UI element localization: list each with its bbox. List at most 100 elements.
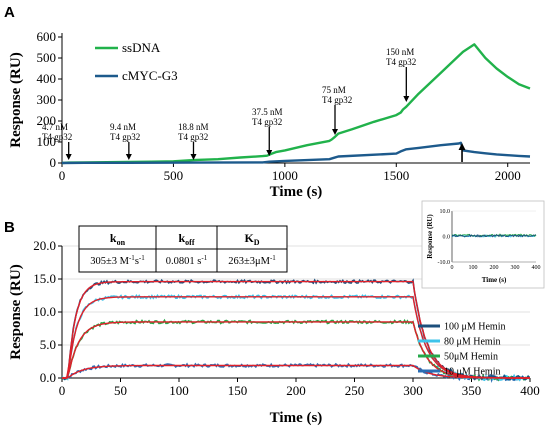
x-tick-label: 150 bbox=[228, 383, 248, 398]
inset-y-tick-label: -10.0 bbox=[438, 260, 451, 266]
x-tick-label: 1500 bbox=[383, 168, 409, 183]
table-header: koff bbox=[178, 231, 194, 247]
x-axis-title: Time (s) bbox=[270, 410, 323, 426]
x-tick-label: 0 bbox=[59, 383, 66, 398]
annotation-protein: T4 gp32 bbox=[178, 132, 208, 142]
table-header-sub: D bbox=[254, 238, 260, 247]
y-tick-label: 10.0 bbox=[33, 304, 56, 319]
x-tick-label: 50 bbox=[114, 383, 127, 398]
annotation-arrow-head bbox=[65, 154, 72, 160]
legend-label: cMYC-G3 bbox=[122, 68, 178, 83]
table-value-sup: -1 bbox=[201, 254, 207, 262]
x-tick-label: 250 bbox=[345, 383, 365, 398]
inset-frame bbox=[421, 200, 545, 289]
table-value-sup: -1 bbox=[270, 254, 276, 262]
legend-label: 80 μM Hemin bbox=[444, 337, 500, 348]
x-tick-label: 1000 bbox=[272, 168, 298, 183]
fit-curve bbox=[62, 364, 530, 379]
y-tick-label: 0.0 bbox=[40, 370, 56, 385]
table-header-main: K bbox=[244, 231, 254, 245]
inset-x-title: Time (s) bbox=[482, 276, 507, 284]
x-tick-label: 200 bbox=[286, 383, 306, 398]
table-value-text: 263±3μM bbox=[228, 256, 270, 267]
panel-b-chart: 0.0 5.0 10.0 15.0 20.0 0 50 100 150 200 250 300 350 4… bbox=[8, 238, 540, 426]
inset-x-tick-label: 100 bbox=[469, 265, 478, 271]
annotation-concentration: 9.4 nM bbox=[110, 122, 136, 132]
panel-b-label: B bbox=[4, 219, 15, 236]
y-tick-label: 0 bbox=[50, 155, 57, 170]
table-value: 263±3μM-1 bbox=[228, 254, 276, 267]
x-tick-label: 350 bbox=[462, 383, 482, 398]
table-value: 0.0801 s-1 bbox=[166, 254, 208, 267]
x-tick-label: 300 bbox=[403, 383, 423, 398]
annotation-protein: T4 gp32 bbox=[386, 57, 416, 67]
panel-a-label: A bbox=[4, 4, 15, 21]
x-tick-label: 0 bbox=[59, 168, 66, 183]
legend-label: 10 μM Hemin bbox=[444, 367, 500, 378]
inset-y-title: Response (RU) bbox=[426, 214, 434, 259]
table-value: 305±3 M-1s-1 bbox=[90, 254, 145, 267]
inset-y-tick-label: 0.0 bbox=[443, 235, 451, 241]
table-header-main: k bbox=[178, 231, 185, 245]
y-tick-label: 200 bbox=[37, 113, 57, 128]
table-value-text: 0.0801 s bbox=[166, 256, 202, 267]
table-header: kon bbox=[110, 231, 126, 247]
inset-trace bbox=[451, 233, 537, 238]
annotation-concentration: 18.8 nM bbox=[178, 122, 209, 132]
legend-label: 100 μM Hemin bbox=[444, 322, 505, 333]
table-header-main: k bbox=[110, 231, 117, 245]
annotation-protein: T4 gp32 bbox=[110, 132, 140, 142]
table-header-sub: off bbox=[185, 238, 195, 247]
y-tick-label: 600 bbox=[37, 29, 57, 44]
x-axis-title: Time (s) bbox=[270, 184, 323, 200]
annotation-protein: T4 gp32 bbox=[42, 132, 72, 142]
y-tick-label: 300 bbox=[37, 92, 57, 107]
inset-chart: -10.0 0.0 10.0 0 100 200 300 400 Time (s) Respons… bbox=[421, 200, 545, 289]
table-value-sup: -1 bbox=[129, 254, 135, 262]
panel-a-chart: 0 100 200 300 400 500 600 0 500 1000 1500 2000 Time … bbox=[8, 29, 531, 200]
table-header-sub: on bbox=[117, 238, 126, 247]
inset-x-tick-label: 400 bbox=[532, 265, 541, 271]
annotation-arrow-head bbox=[190, 154, 197, 160]
annotation-arrow-head bbox=[125, 154, 132, 160]
annotation-protein: T4 gp32 bbox=[322, 95, 352, 105]
y-tick-label: 15.0 bbox=[33, 271, 56, 286]
series-line-cmyc-g3 bbox=[61, 141, 531, 165]
annotation-arrow-head bbox=[266, 150, 273, 156]
table-value-sup: -1 bbox=[139, 254, 145, 262]
inset-x-tick-label: 300 bbox=[511, 265, 520, 271]
x-tick-label: 2000 bbox=[495, 168, 521, 183]
x-tick-label: 400 bbox=[520, 383, 540, 398]
inset-x-tick-label: 0 bbox=[451, 265, 454, 271]
annotation-concentration: 150 nM bbox=[386, 47, 414, 57]
inset-x-tick-label: 200 bbox=[490, 265, 499, 271]
annotation-protein: T4 gp32 bbox=[252, 117, 282, 127]
table-header: KD bbox=[244, 231, 259, 247]
injection-end-arrow-head bbox=[458, 143, 466, 150]
inset-trace bbox=[451, 233, 537, 238]
y-axis-title: Response (RU) bbox=[8, 52, 24, 147]
table-value-text: s bbox=[135, 256, 139, 267]
fit-curve bbox=[62, 321, 530, 379]
y-tick-label: 5.0 bbox=[40, 337, 56, 352]
x-tick-label: 500 bbox=[164, 168, 184, 183]
annotation-concentration: 4.7 nM bbox=[42, 122, 68, 132]
table-value-text: 305±3 M bbox=[90, 256, 129, 267]
y-axis-title: Response (RU) bbox=[8, 264, 24, 359]
y-tick-label: 100 bbox=[37, 134, 57, 149]
annotation-concentration: 75 nM bbox=[322, 85, 346, 95]
annotation-concentration: 37.5 nM bbox=[252, 107, 283, 117]
annotation-arrow-head bbox=[332, 129, 338, 135]
series-line-ssdna bbox=[61, 43, 531, 165]
fit-curve bbox=[62, 296, 530, 379]
y-tick-label: 500 bbox=[37, 50, 57, 65]
x-tick-label: 100 bbox=[169, 383, 189, 398]
y-tick-label: 400 bbox=[37, 71, 57, 86]
annotation-arrow-head bbox=[403, 96, 410, 102]
fit-curve bbox=[62, 280, 530, 379]
legend-label: ssDNA bbox=[122, 40, 161, 55]
legend-label: 50μM Hemin bbox=[444, 352, 498, 363]
inset-y-tick-label: 10.0 bbox=[440, 209, 451, 215]
